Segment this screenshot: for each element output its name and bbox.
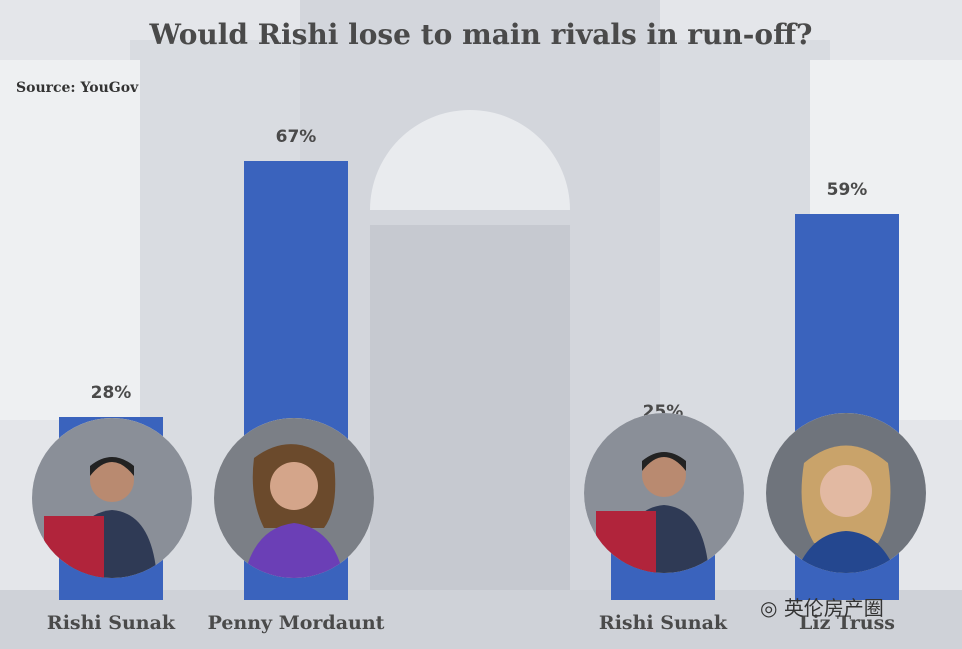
wechat-icon: ◎: [760, 596, 778, 620]
category-label-1: Penny Mordaunt: [207, 612, 385, 634]
value-label-1: 67%: [275, 127, 317, 148]
chart-title: Would Rishi lose to main rivals in run-o…: [149, 18, 813, 51]
category-label-3: Liz Truss: [799, 612, 895, 634]
value-label-3: 59%: [826, 179, 868, 200]
portrait-penny-mordaunt: [214, 418, 374, 578]
watermark: ◎ 英伦房产圈: [760, 592, 884, 621]
watermark-text: 英伦房产圈: [783, 596, 884, 620]
portrait-liz-truss: [766, 413, 926, 573]
portrait-rishi-sunak-1: [32, 418, 192, 578]
category-label-0: Rishi Sunak: [46, 612, 176, 634]
value-label-0: 28%: [90, 382, 132, 403]
portrait-rishi-sunak-2: [584, 413, 744, 573]
category-label-2: Rishi Sunak: [598, 612, 728, 634]
chart-source: Source: YouGov: [16, 80, 139, 96]
